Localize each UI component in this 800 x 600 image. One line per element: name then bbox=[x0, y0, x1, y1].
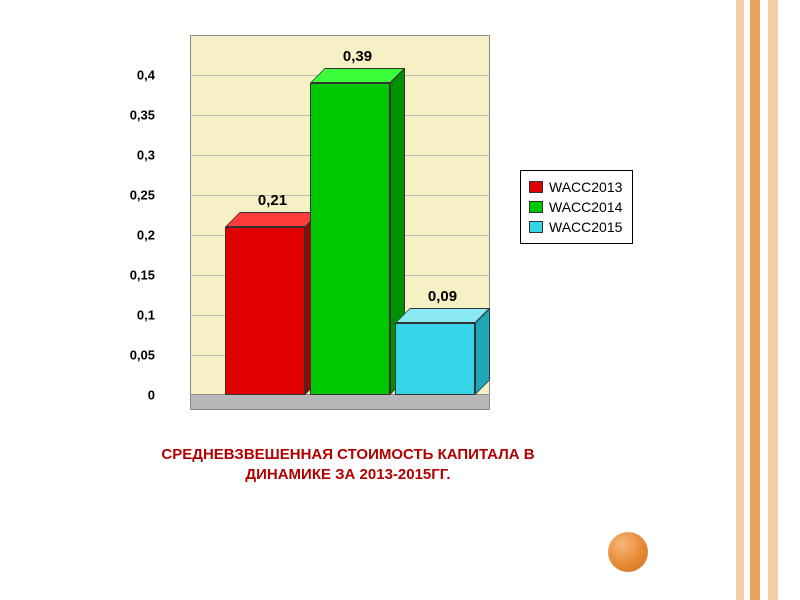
bar-value-label: 0,21 bbox=[258, 192, 287, 209]
y-tick-label: 0,3 bbox=[125, 148, 155, 163]
bar-value-label: 0,09 bbox=[428, 288, 457, 305]
bar-wacc2015 bbox=[395, 323, 475, 395]
y-tick-label: 0,35 bbox=[125, 108, 155, 123]
caption-line2: ДИНАМИКЕ ЗА 2013-2015ГГ. bbox=[245, 466, 450, 483]
legend-label: WACC2013 bbox=[549, 179, 622, 195]
y-tick-label: 0,4 bbox=[125, 68, 155, 83]
y-tick-label: 0,05 bbox=[125, 348, 155, 363]
legend-swatch bbox=[529, 181, 543, 193]
legend-item: WACC2013 bbox=[529, 177, 622, 197]
y-tick-label: 0,25 bbox=[125, 188, 155, 203]
bar-value-label: 0,39 bbox=[343, 48, 372, 65]
caption-line1: СРЕДНЕВЗВЕШЕННАЯ СТОИМОСТЬ КАПИТАЛА В bbox=[161, 446, 534, 463]
legend-swatch bbox=[529, 221, 543, 233]
y-tick-label: 0 bbox=[125, 388, 155, 403]
bar-wacc2014 bbox=[310, 83, 390, 395]
chart-caption: СРЕДНЕВЗВЕШЕННАЯ СТОИМОСТЬ КАПИТАЛА В ДИ… bbox=[0, 445, 736, 486]
chart-gridline bbox=[190, 395, 490, 396]
chart-floor bbox=[190, 395, 490, 410]
y-tick-label: 0,15 bbox=[125, 268, 155, 283]
y-tick-label: 0,2 bbox=[125, 228, 155, 243]
legend-label: WACC2015 bbox=[549, 219, 622, 235]
decorative-circle-icon bbox=[608, 532, 648, 572]
bar-wacc2013 bbox=[225, 227, 305, 395]
y-tick-label: 0,1 bbox=[125, 308, 155, 323]
legend-item: WACC2015 bbox=[529, 217, 622, 237]
side-stripes bbox=[736, 0, 800, 600]
legend-swatch bbox=[529, 201, 543, 213]
legend-label: WACC2014 bbox=[549, 199, 622, 215]
chart-legend: WACC2013 WACC2014 WACC2015 bbox=[520, 170, 633, 244]
bar-chart: 00,050,10,150,20,250,30,350,4 0,210,390,… bbox=[160, 35, 460, 410]
legend-item: WACC2014 bbox=[529, 197, 622, 217]
slide-body: 0 0,05 0,1 0,15 0,2 0,25 0,3 0,35 0,4 0,21 0,39 0,… bbox=[0, 0, 736, 600]
